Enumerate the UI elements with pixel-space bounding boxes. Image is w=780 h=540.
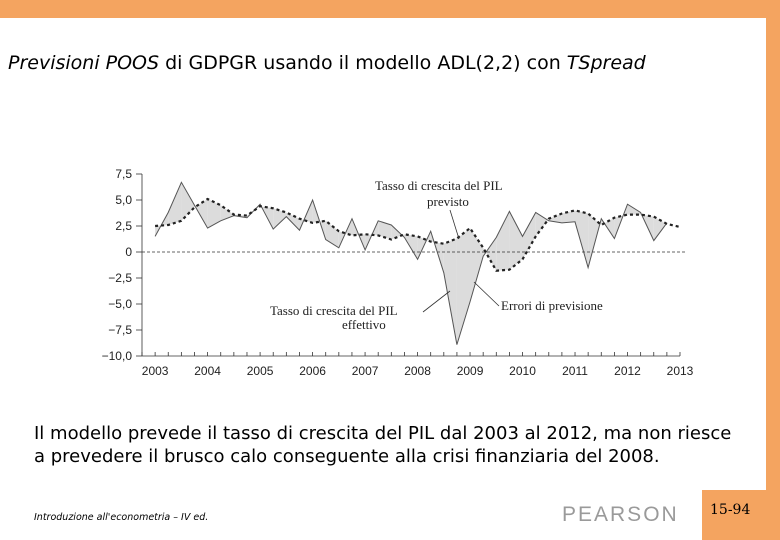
x-tick-label: 2004 (194, 364, 221, 378)
forecast-error-area (575, 210, 589, 268)
x-tick-label: 2009 (457, 364, 484, 378)
annotation-errors: Errori di previsione (501, 298, 603, 313)
annotation-forecast-line1: Tasso di crescita del PIL (375, 178, 503, 193)
x-tick-label: 2005 (247, 364, 274, 378)
x-axis: 2003 2004 2005 2006 2007 2008 2009 2010 2011 2012… (141, 352, 694, 378)
forecast-error-area (181, 182, 195, 221)
x-tick-label: 2003 (142, 364, 169, 378)
y-tick-label: −5,0 (108, 297, 132, 311)
slide-title: Previsioni POOS di GDPGR usando il model… (8, 52, 768, 74)
y-axis: 7,5 5,0 2,5 0 −2,5 −5,0 −7,5 −10,0 (102, 167, 143, 363)
y-tick-label: −7,5 (108, 323, 132, 337)
forecast-error-area (496, 211, 510, 271)
x-tick-label: 2013 (667, 364, 694, 378)
forecast-error-area (207, 199, 221, 229)
annotation-forecast-leader (449, 209, 460, 240)
y-tick-label: 2,5 (115, 219, 132, 233)
footer-text: Introduzione all'econometria – IV ed. (34, 512, 209, 523)
annotation-actual-leader (422, 290, 451, 313)
forecast-error-area (653, 216, 667, 241)
forecast-error-area (561, 210, 575, 223)
y-tick-label: 0 (125, 245, 132, 259)
forecast-chart: 7,5 5,0 2,5 0 −2,5 −5,0 −7,5 −10,0 2003 2004 2005… (102, 167, 694, 378)
x-tick-label: 2011 (562, 364, 588, 378)
x-tick-label: 2012 (614, 364, 641, 378)
annotation-errors-leader (473, 281, 500, 307)
forecast-error-area (273, 208, 287, 230)
forecast-error-area (548, 213, 562, 223)
right-accent-bar (766, 0, 780, 540)
title-part-tspread: TSpread (566, 52, 646, 74)
forecast-error-area (220, 205, 234, 221)
slide-caption: Il modello prevede il tasso di crescita … (34, 423, 732, 467)
x-tick-label: 2006 (299, 364, 326, 378)
pearson-logo: PEARSON (562, 503, 679, 526)
forecast-error-area (470, 228, 484, 302)
forecast-error-area (456, 228, 470, 345)
page-number-box (702, 490, 766, 540)
forecast-error-area (378, 220, 392, 240)
title-part-middle: di GDPGR usando il modello ADL(2,2) con (159, 52, 567, 74)
title-part-poos: Previsioni POOS (8, 52, 160, 74)
forecast-error-area (509, 211, 523, 270)
forecast-error-area (286, 212, 300, 231)
forecast-error-area (443, 238, 457, 345)
forecast-error-area (483, 237, 497, 271)
forecast-error-area (535, 212, 549, 237)
forecast-error-areas (155, 182, 667, 345)
chart-annotations: Tasso di crescita del PIL previsto Tasso… (270, 178, 603, 332)
annotation-actual-line1: Tasso di crescita del PIL (270, 303, 398, 318)
x-tick-label: 2010 (509, 364, 536, 378)
page-number: 15-94 (710, 502, 751, 518)
annotation-forecast-line2: previsto (427, 194, 469, 209)
top-accent-bar (0, 0, 780, 18)
y-tick-label: −2,5 (108, 271, 132, 285)
annotation-actual-line2: effettivo (342, 317, 386, 332)
series-line-actual (154, 181, 668, 345)
y-tick-label: 7,5 (115, 167, 132, 181)
y-tick-label: −10,0 (102, 349, 133, 363)
x-tick-label: 2008 (404, 364, 431, 378)
y-tick-label: 5,0 (115, 193, 132, 207)
forecast-error-area (168, 182, 182, 225)
x-tick-label: 2007 (352, 364, 379, 378)
forecast-error-area (522, 212, 536, 260)
